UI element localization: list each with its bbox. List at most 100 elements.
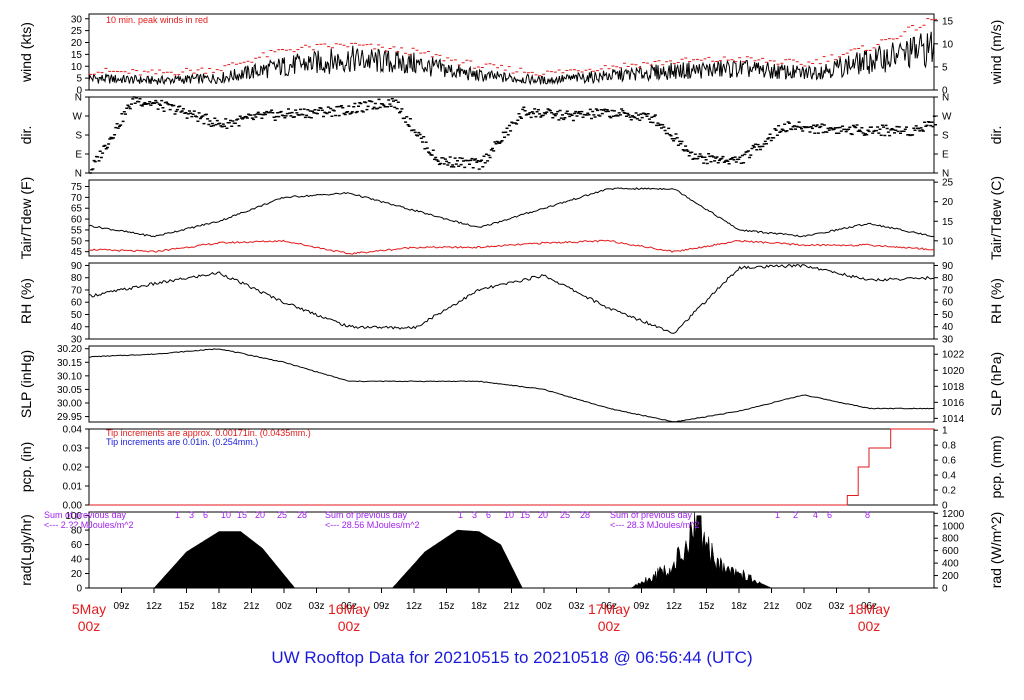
right-tick-label-dir: N	[942, 93, 949, 104]
sun-hour-mark: 4	[813, 510, 818, 520]
x-tick-label: 18z	[471, 601, 487, 612]
date-label-hour: 00z	[598, 618, 621, 634]
left-tick-label-rad: 80	[71, 526, 83, 537]
y-axis-label-left-pcp: pcp. (in)	[18, 442, 34, 493]
x-tick-label: 03z	[308, 601, 324, 612]
right-tick-label-rad: 400	[942, 559, 959, 570]
left-tick-label-rad: 100	[65, 511, 82, 522]
sun-hour-mark: 28	[580, 510, 590, 520]
right-tick-label-rad: 1200	[942, 509, 965, 520]
right-tick-label-pcp: 0.6	[942, 456, 956, 467]
x-tick-label: 12z	[406, 601, 422, 612]
x-tick-label: 06z	[601, 601, 617, 612]
y-axis-label-left-temp: Tair/Tdew (F)	[18, 177, 34, 259]
date-label-day: 18May	[848, 601, 890, 617]
sun-hour-mark: 15	[237, 510, 247, 520]
left-tick-label-dir: E	[75, 150, 82, 161]
y-axis-label-left-dir: dir.	[18, 126, 34, 145]
date-label-hour: 00z	[338, 618, 361, 634]
left-tick-label-temp: 75	[71, 182, 83, 193]
left-tick-label-temp: 70	[71, 193, 83, 204]
y-axis-label-right-dir: dir.	[988, 126, 1004, 145]
left-tick-label-temp: 65	[71, 204, 83, 215]
y-axis-label-left-rh: RH (%)	[18, 278, 34, 324]
y-axis-label-right-pcp: pcp. (mm)	[988, 436, 1004, 499]
right-tick-label-rad: 200	[942, 571, 959, 582]
date-label-day: 16May	[328, 601, 370, 617]
right-tick-label-dir: W	[942, 112, 952, 123]
left-tick-label-dir: N	[75, 169, 82, 180]
right-tick-label-dir: N	[942, 169, 949, 180]
right-tick-label-temp: 15	[942, 217, 954, 228]
left-tick-label-dir: N	[75, 93, 82, 104]
left-tick-label-dir: W	[73, 112, 83, 123]
left-tick-label-temp: 55	[71, 225, 83, 236]
x-tick-label: 18z	[211, 601, 227, 612]
left-tick-label-rh: 70	[71, 285, 83, 296]
date-label-day: 17May	[588, 601, 630, 617]
right-tick-label-slp: 1016	[942, 398, 965, 409]
sun-hour-mark: 25	[277, 510, 287, 520]
left-tick-label-pcp: 0.01	[63, 482, 83, 493]
weather-chart-svg: wind (kts) wind (m/s)302520151050151050di…	[18, 13, 1004, 634]
x-tick-label: 03z	[828, 601, 844, 612]
panel-frame-rh	[88, 262, 935, 340]
x-tick-label: 15z	[438, 601, 454, 612]
sun-hour-mark: 1	[775, 510, 780, 520]
x-tick-label: 12z	[146, 601, 162, 612]
left-tick-label-pcp: 0.00	[63, 501, 83, 512]
sun-hour-mark: 20	[255, 510, 265, 520]
x-tick-label: 09z	[113, 601, 129, 612]
right-tick-label-temp: 10	[942, 236, 954, 247]
right-tick-label-wind: 15	[942, 16, 954, 27]
x-tick-label: 09z	[373, 601, 389, 612]
left-tick-label-slp: 29.95	[57, 412, 82, 423]
right-tick-label-rad: 0	[942, 584, 948, 595]
precip-note-red: Tip increments are approx. 0.00171in. (0…	[106, 428, 311, 438]
right-tick-label-wind: 0	[942, 86, 948, 97]
left-tick-label-slp: 30.05	[57, 385, 82, 396]
wind-speed-line	[88, 31, 935, 86]
sun-hour-mark: 1	[175, 510, 180, 520]
y-axis-label-right-rh: RH (%)	[988, 278, 1004, 324]
sun-hour-mark: 15	[520, 510, 530, 520]
left-tick-label-slp: 30.15	[57, 358, 82, 369]
x-tick-label: 15z	[698, 601, 714, 612]
x-tick-label: 00z	[536, 601, 552, 612]
date-label-hour: 00z	[78, 618, 101, 634]
right-tick-label-wind: 10	[942, 39, 954, 50]
x-tick-label: 00z	[796, 601, 812, 612]
precip-note-blue: Tip increments are 0.01in. (0.254mm.)	[106, 437, 258, 447]
left-tick-label-pcp: 0.02	[63, 463, 83, 474]
sun-hour-mark: 8	[865, 510, 870, 520]
x-tick-label: 09z	[633, 601, 649, 612]
y-axis-label-right-rad: rad (W/m^2)	[988, 512, 1004, 589]
left-tick-label-rh: 30	[71, 335, 83, 346]
right-tick-label-rh: 90	[942, 261, 954, 272]
x-tick-label: 21z	[503, 601, 519, 612]
right-tick-label-rad: 600	[942, 546, 959, 557]
sun-hour-mark: 25	[560, 510, 570, 520]
left-tick-label-pcp: 0.03	[63, 444, 83, 455]
left-tick-label-rad: 60	[71, 540, 83, 551]
left-tick-label-wind: 5	[76, 74, 82, 85]
wind-annotation: 10 min. peak winds in red	[106, 15, 208, 25]
rh-line	[88, 263, 935, 334]
right-tick-label-slp: 1022	[942, 350, 965, 361]
sun-hour-mark: 10	[504, 510, 514, 520]
right-tick-label-temp: 20	[942, 197, 954, 208]
right-tick-label-pcp: 0.2	[942, 486, 956, 497]
prev-day-value: <--- 28.56 MJoules/m^2	[325, 520, 420, 530]
left-tick-label-rh: 90	[71, 261, 83, 272]
left-tick-label-pcp: 0.04	[63, 425, 83, 436]
right-tick-label-pcp: 1	[942, 426, 948, 437]
right-tick-label-rh: 50	[942, 310, 954, 321]
right-tick-label-slp: 1014	[942, 414, 965, 425]
wind-peak-series	[89, 18, 937, 77]
left-tick-label-rh: 60	[71, 298, 83, 309]
x-tick-label: 00z	[276, 601, 292, 612]
radiation-area	[89, 511, 934, 589]
right-tick-label-rh: 30	[942, 335, 954, 346]
right-tick-label-pcp: 0	[942, 501, 948, 512]
right-tick-label-pcp: 0.8	[942, 441, 956, 452]
